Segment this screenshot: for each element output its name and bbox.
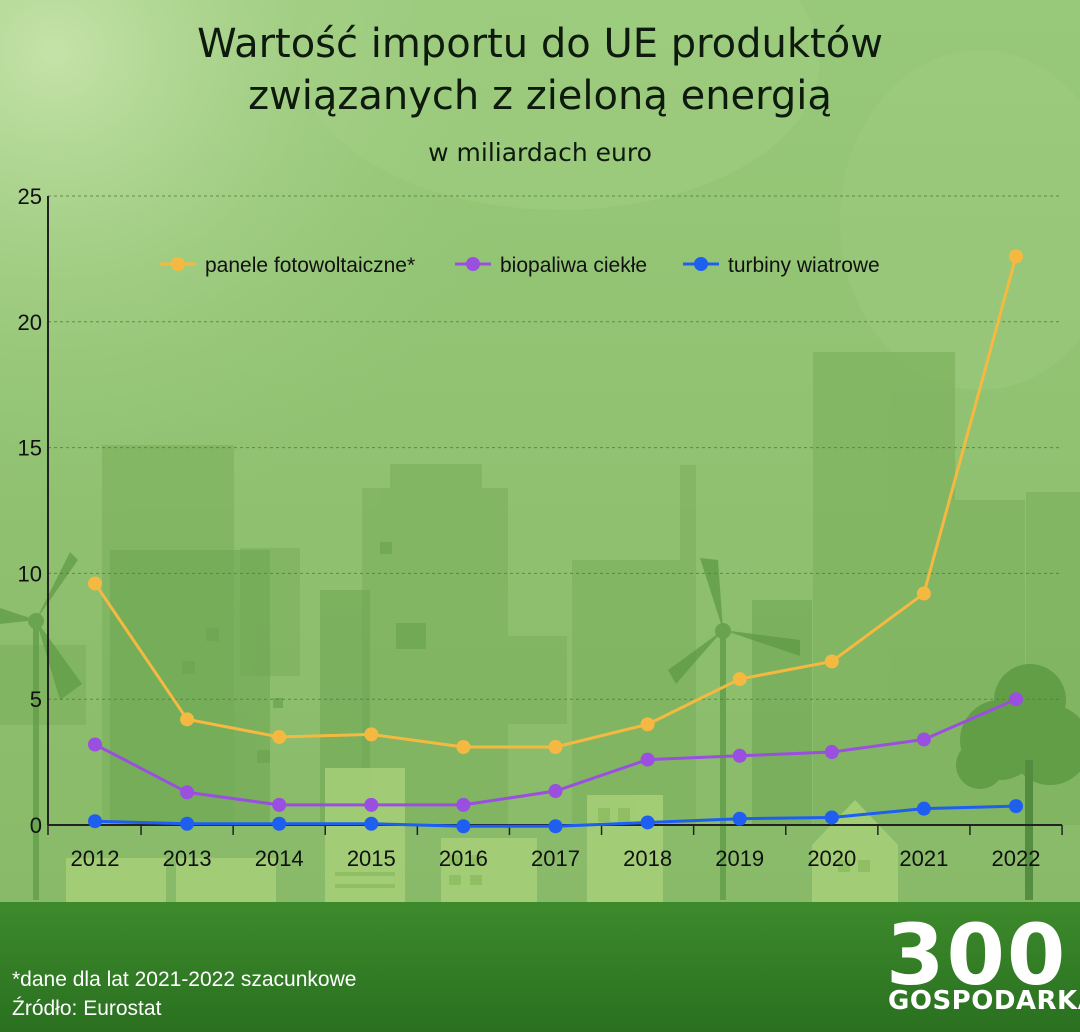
- logo-number: 300: [886, 906, 1068, 1004]
- x-tick-label: 2021: [899, 846, 948, 871]
- y-tick-label: 10: [18, 561, 42, 586]
- source-note: Źródło: Eurostat: [12, 997, 162, 1020]
- data-point: [548, 784, 563, 799]
- data-point: [916, 586, 931, 601]
- data-point: [456, 819, 471, 834]
- y-tick-label: 0: [30, 813, 42, 838]
- data-point: [548, 740, 563, 755]
- chart-title: Wartość importu do UE produktów związany…: [0, 18, 1080, 122]
- footnote-block: *dane dla lat 2021-2022 szacunkowe Źródł…: [12, 965, 356, 1023]
- legend-swatch-marker: [466, 257, 480, 271]
- data-point: [456, 797, 471, 812]
- chart-title-line-2: związanych z zieloną energią: [248, 73, 832, 119]
- y-tick-label: 25: [18, 184, 42, 209]
- x-tick-label: 2022: [992, 846, 1041, 871]
- logo-brand-name: GOSPODARKA: [888, 986, 1080, 1016]
- data-point: [916, 732, 931, 747]
- data-point: [732, 672, 747, 687]
- data-point: [732, 811, 747, 826]
- data-point: [88, 576, 102, 591]
- legend-label: biopaliwa ciekłe: [500, 254, 647, 277]
- legend-label: panele fotowoltaiczne*: [205, 254, 415, 277]
- x-tick-label: 2015: [347, 846, 396, 871]
- data-point: [916, 801, 931, 816]
- x-tick-label: 2020: [807, 846, 856, 871]
- data-point: [272, 816, 287, 831]
- data-point: [640, 717, 655, 732]
- chart-title-line-1: Wartość importu do UE produktów: [197, 21, 883, 67]
- data-point: [640, 815, 655, 830]
- x-tick-label: 2018: [623, 846, 672, 871]
- data-point: [456, 740, 471, 755]
- data-point: [1009, 799, 1023, 814]
- y-tick-label: 5: [30, 687, 42, 712]
- series-line: [93, 255, 1018, 749]
- x-tick-label: 2019: [715, 846, 764, 871]
- legend-swatch-marker: [694, 257, 708, 271]
- x-tick-label: 2013: [163, 846, 212, 871]
- footnote: *dane dla lat 2021-2022 szacunkowe: [12, 968, 357, 991]
- x-tick-label: 2017: [531, 846, 580, 871]
- data-point: [364, 797, 379, 812]
- data-point: [1009, 249, 1023, 264]
- data-point: [824, 745, 839, 760]
- data-point: [1009, 692, 1023, 707]
- data-point: [640, 752, 655, 767]
- brand-logo: 300 GOSPODARKA: [886, 910, 1080, 1028]
- legend-swatch-marker: [171, 257, 185, 271]
- data-point: [732, 748, 747, 763]
- data-point: [272, 797, 287, 812]
- data-point: [364, 816, 379, 831]
- data-point: [548, 819, 563, 834]
- data-point: [88, 737, 102, 752]
- x-tick-label: 2016: [439, 846, 488, 871]
- x-tick-label: 2014: [255, 846, 304, 871]
- y-tick-label: 20: [18, 310, 42, 335]
- data-point: [180, 712, 195, 727]
- data-point: [824, 654, 839, 669]
- data-point: [180, 816, 195, 831]
- legend-label: turbiny wiatrowe: [728, 254, 880, 277]
- data-point: [824, 810, 839, 825]
- x-tick-label: 2012: [71, 846, 120, 871]
- data-point: [88, 814, 102, 829]
- chart-subtitle: w miliardach euro: [428, 138, 652, 167]
- data-point: [180, 785, 195, 800]
- y-tick-label: 15: [18, 436, 42, 461]
- data-point: [272, 729, 287, 744]
- data-point: [364, 727, 379, 742]
